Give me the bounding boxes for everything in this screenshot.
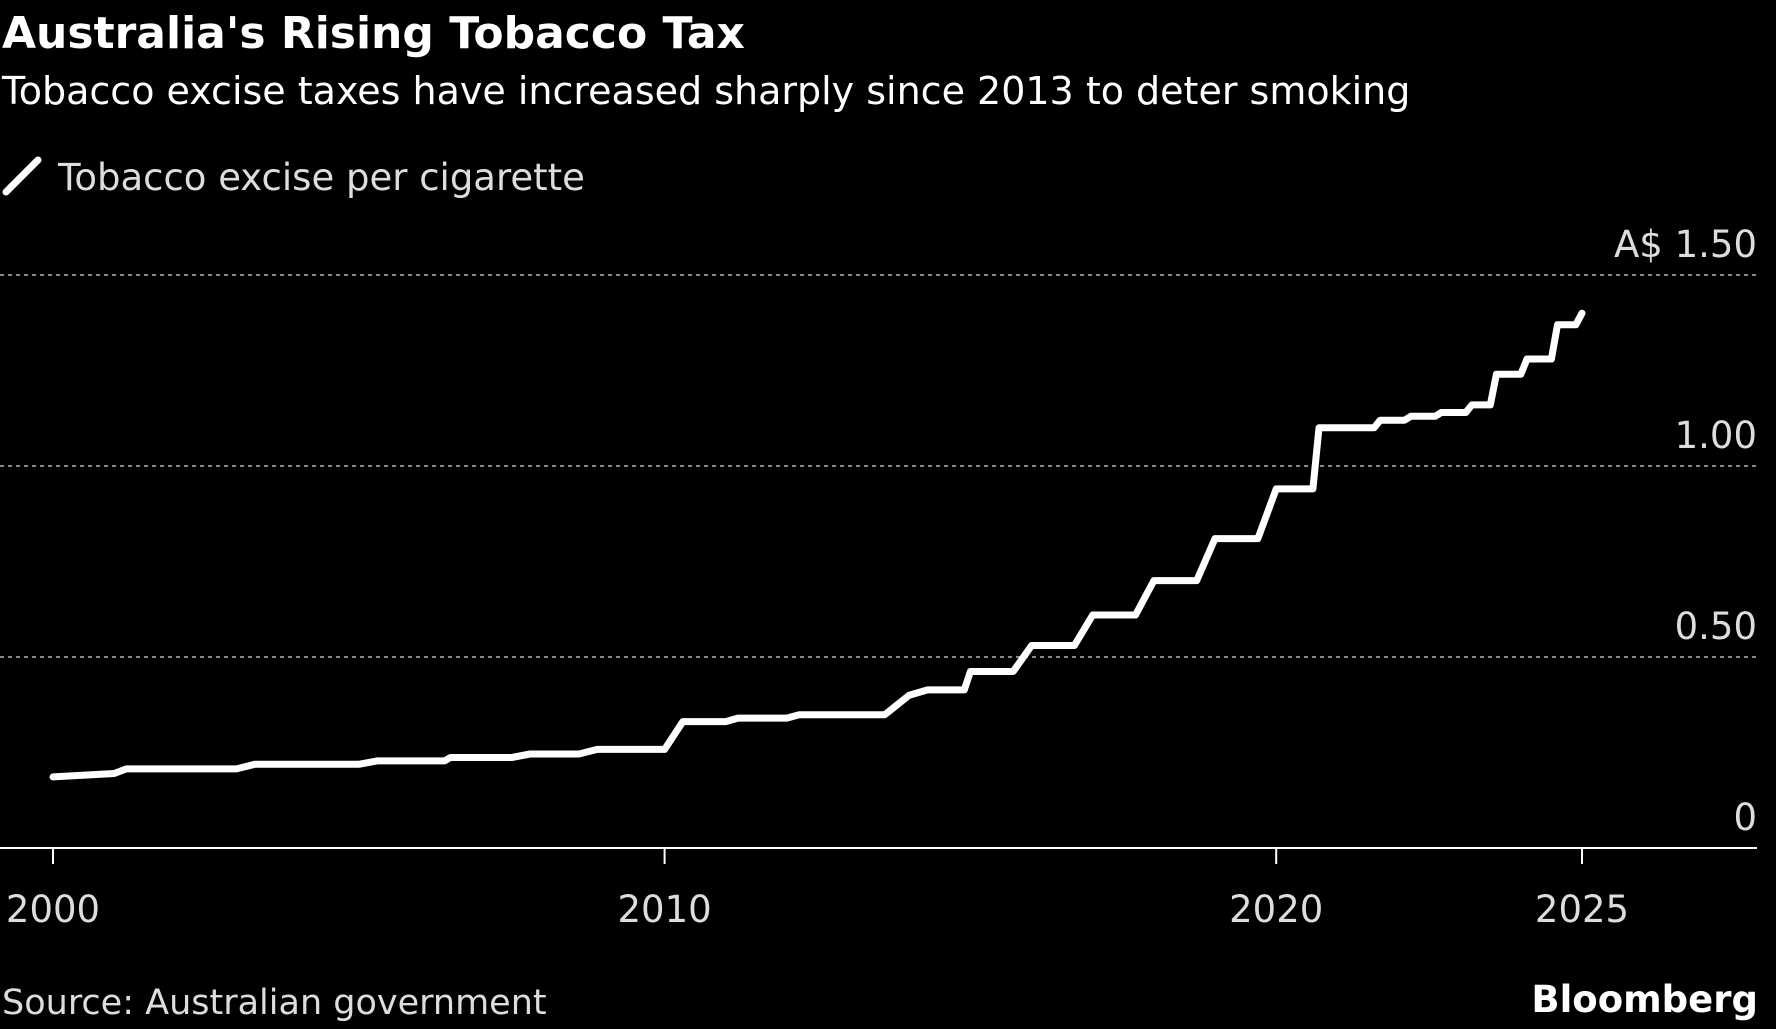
x-tick-label: 2000 bbox=[6, 888, 100, 931]
data-line bbox=[49, 309, 1586, 781]
legend-label: Tobacco excise per cigarette bbox=[57, 156, 585, 199]
x-tick-label: 2020 bbox=[1229, 888, 1323, 931]
chart-title: Australia's Rising Tobacco Tax bbox=[2, 8, 745, 59]
x-tick-label: 2025 bbox=[1535, 888, 1629, 931]
y-tick-label: 0 bbox=[1733, 796, 1757, 839]
chart-subtitle: Tobacco excise taxes have increased shar… bbox=[1, 69, 1410, 113]
legend-swatch bbox=[2, 156, 42, 196]
x-tick-label: 2010 bbox=[618, 888, 712, 931]
y-tick-label: 0.50 bbox=[1675, 605, 1757, 648]
source: Source: Australian government bbox=[2, 983, 547, 1023]
brand: Bloomberg bbox=[1531, 978, 1758, 1021]
y-tick-label: A$ 1.50 bbox=[1614, 223, 1757, 266]
y-tick-label: 1.00 bbox=[1675, 414, 1757, 457]
